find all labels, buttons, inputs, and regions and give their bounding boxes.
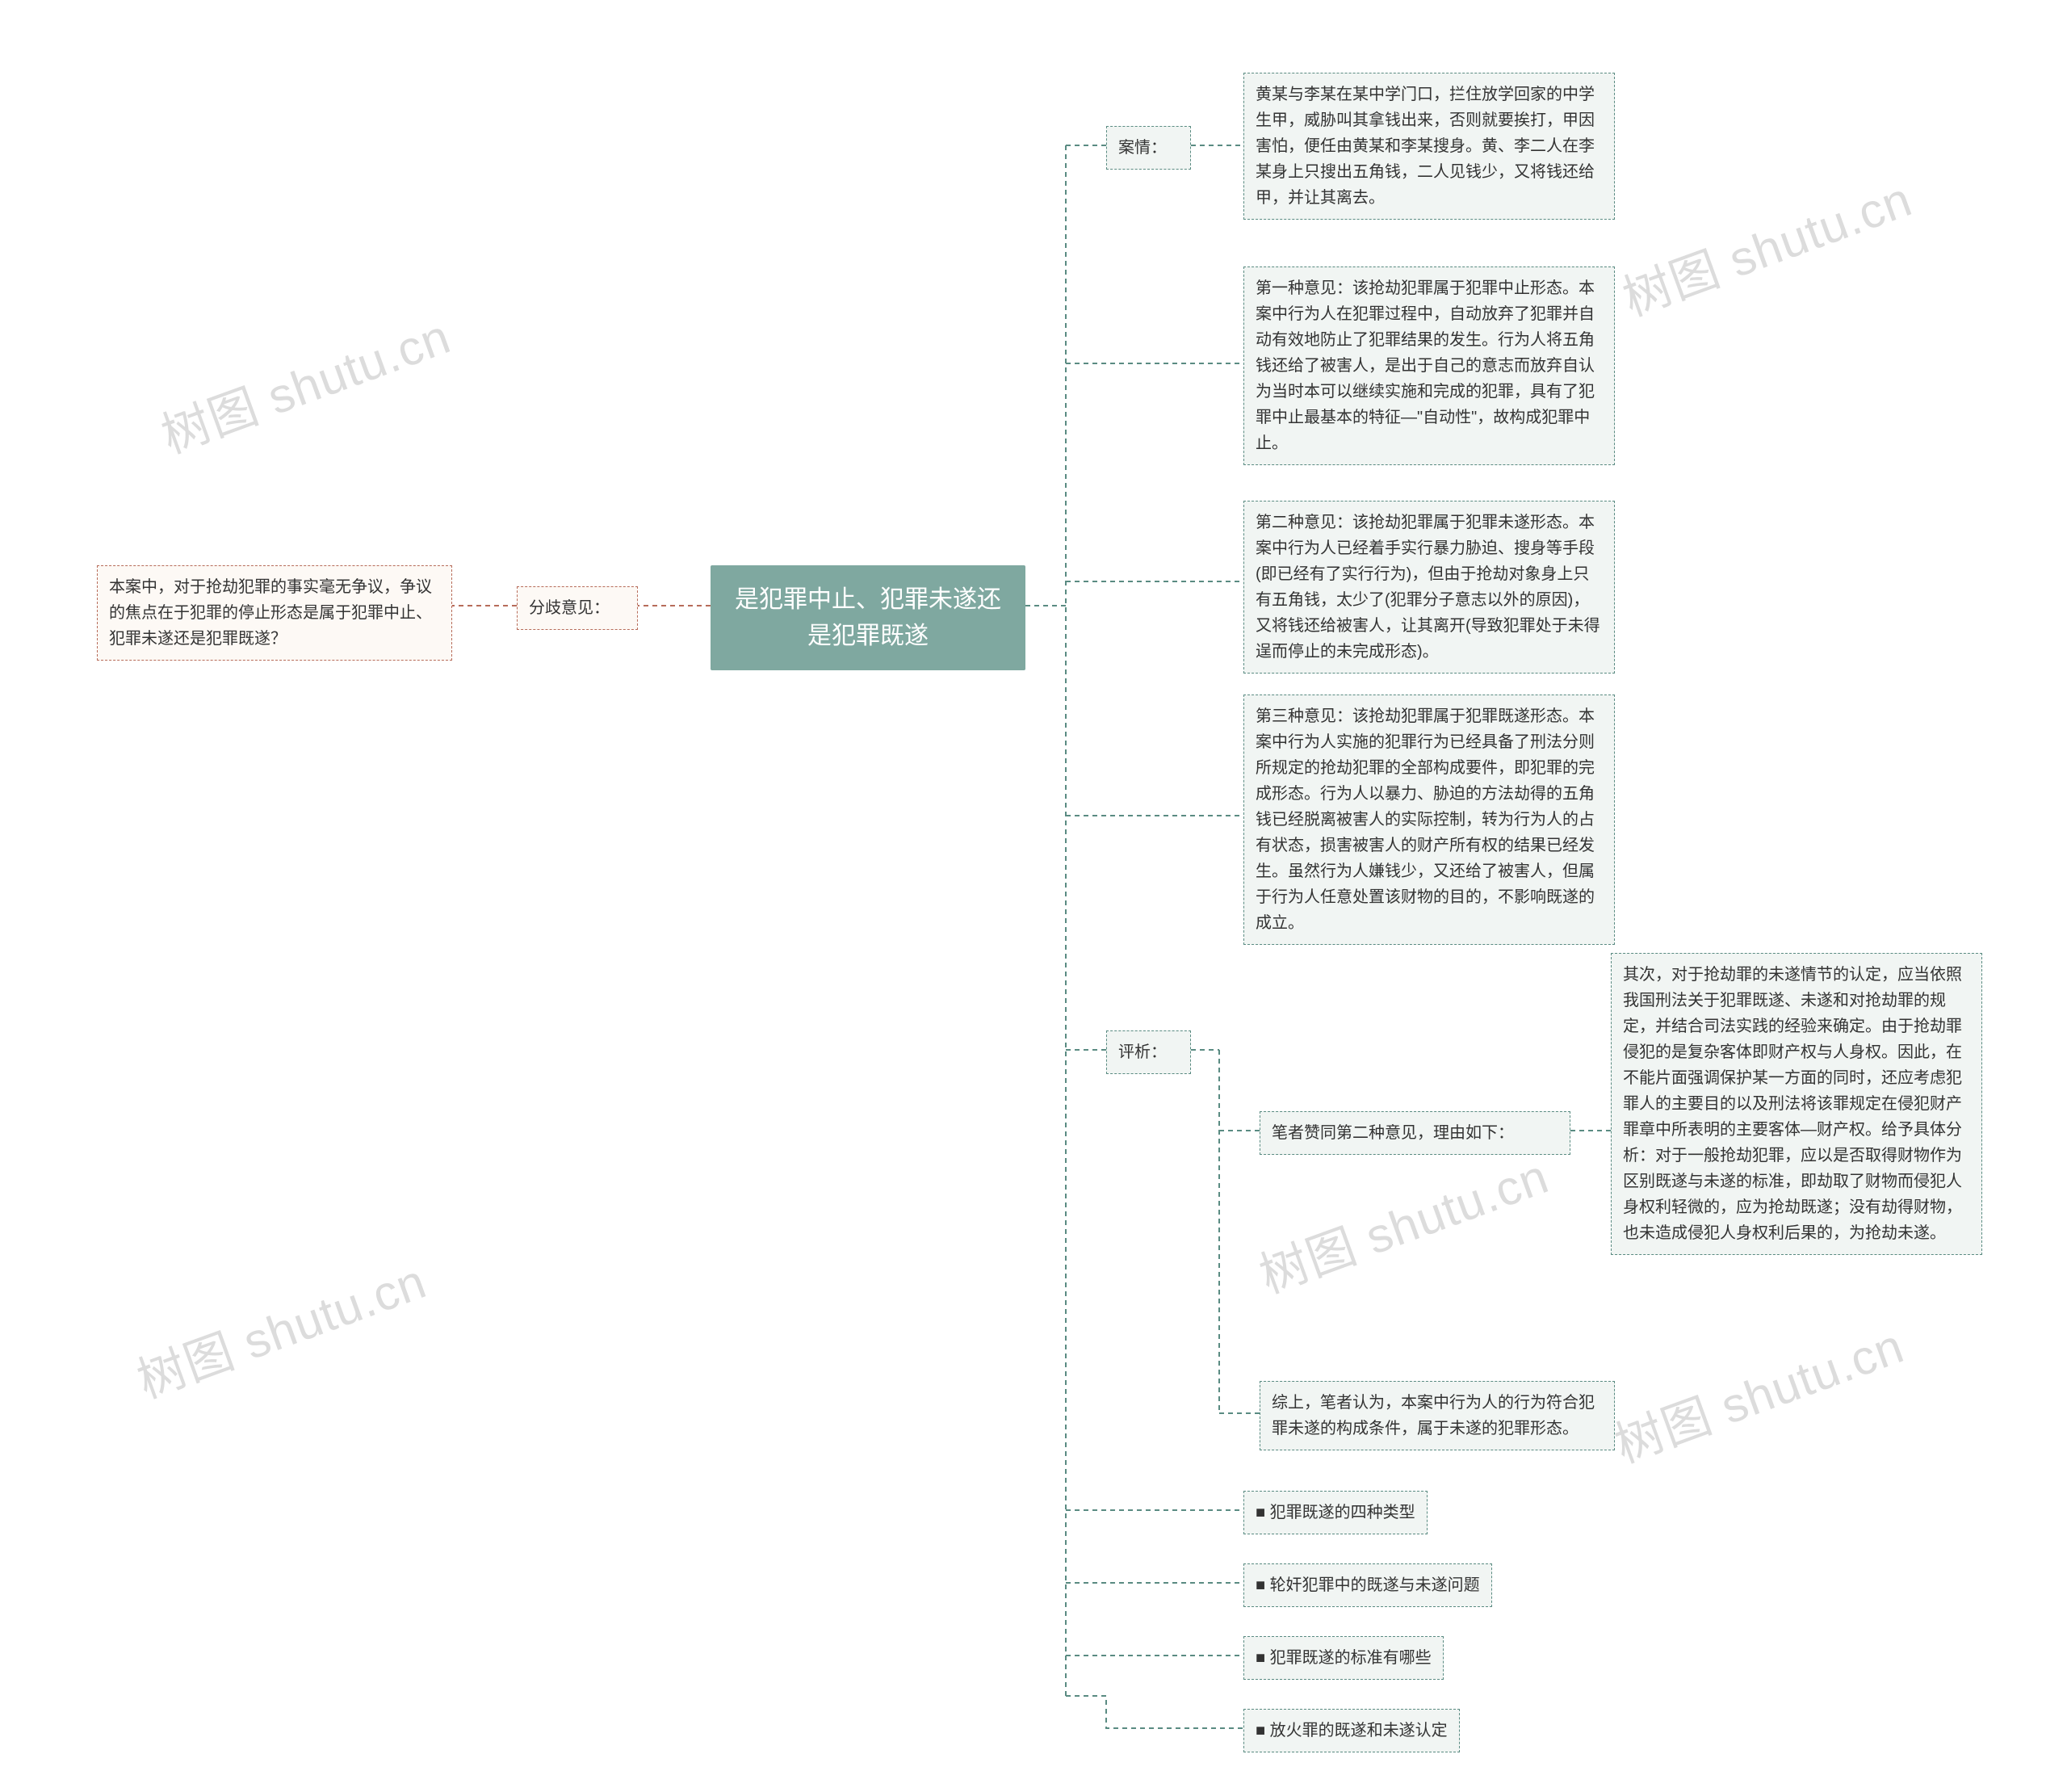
opinion3-text: 第三种意见：该抢劫犯罪属于犯罪既遂形态。本案中行为人实施的犯罪行为已经具备了刑法… (1256, 707, 1595, 932)
root-line2: 是犯罪既遂 (807, 623, 929, 649)
analysis-conclusion-node[interactable]: 综上，笔者认为，本案中行为人的行为符合犯罪未遂的构成条件，属于未遂的犯罪形态。 (1260, 1381, 1615, 1450)
divergence-label-node[interactable]: 分歧意见： (517, 586, 638, 630)
case-text-node[interactable]: 黄某与李某在某中学门口，拦住放学回家的中学生甲，威胁叫其拿钱出来，否则就要挨打，… (1243, 73, 1615, 220)
root-line1: 是犯罪中止、犯罪未遂还 (735, 586, 1001, 613)
link-text-2: 轮奸犯罪中的既遂与未遂问题 (1256, 1576, 1480, 1594)
mindmap-connectors (0, 0, 2067, 1792)
analysis-label-node[interactable]: 评析： (1106, 1030, 1191, 1074)
opinion2-text: 第二种意见：该抢劫犯罪属于犯罪未遂形态。本案中行为人已经着手实行暴力胁迫、搜身等… (1256, 514, 1600, 661)
root-node[interactable]: 是犯罪中止、犯罪未遂还 是犯罪既遂 (711, 565, 1025, 670)
analysis-conclusion-text: 综上，笔者认为，本案中行为人的行为符合犯罪未遂的构成条件，属于未遂的犯罪形态。 (1272, 1394, 1595, 1437)
watermark: 树图 shutu.cn (126, 1243, 434, 1412)
question-node[interactable]: 本案中，对于抢劫犯罪的事实毫无争议，争议的焦点在于犯罪的停止形态是属于犯罪中止、… (97, 565, 452, 661)
watermark: 树图 shutu.cn (150, 298, 459, 468)
question-text: 本案中，对于抢劫犯罪的事实毫无争议，争议的焦点在于犯罪的停止形态是属于犯罪中止、… (109, 578, 432, 648)
opinion1-node[interactable]: 第一种意见：该抢劫犯罪属于犯罪中止形态。本案中行为人在犯罪过程中，自动放弃了犯罪… (1243, 266, 1615, 465)
opinion2-node[interactable]: 第二种意见：该抢劫犯罪属于犯罪未遂形态。本案中行为人已经着手实行暴力胁迫、搜身等… (1243, 501, 1615, 674)
opinion3-node[interactable]: 第三种意见：该抢劫犯罪属于犯罪既遂形态。本案中行为人实施的犯罪行为已经具备了刑法… (1243, 695, 1615, 945)
opinion1-text: 第一种意见：该抢劫犯罪属于犯罪中止形态。本案中行为人在犯罪过程中，自动放弃了犯罪… (1256, 279, 1595, 452)
link-text-1: 犯罪既遂的四种类型 (1256, 1504, 1415, 1521)
link-node-1[interactable]: 犯罪既遂的四种类型 (1243, 1491, 1428, 1534)
watermark: 树图 shutu.cn (1612, 161, 1920, 330)
link-node-2[interactable]: 轮奸犯罪中的既遂与未遂问题 (1243, 1563, 1492, 1607)
analysis-agree-node[interactable]: 笔者赞同第二种意见，理由如下： (1260, 1111, 1570, 1155)
case-label-node[interactable]: 案情： (1106, 126, 1191, 170)
divergence-label: 分歧意见： (529, 599, 610, 617)
case-label: 案情： (1118, 139, 1167, 157)
link-text-3: 犯罪既遂的标准有哪些 (1256, 1649, 1432, 1667)
analysis-agree-text: 笔者赞同第二种意见，理由如下： (1272, 1124, 1514, 1142)
link-text-4: 放火罪的既遂和未遂认定 (1256, 1722, 1448, 1740)
analysis-reason-text: 其次，对于抢劫罪的未遂情节的认定，应当依照我国刑法关于犯罪既遂、未遂和对抢劫罪的… (1623, 966, 1962, 1242)
analysis-reason-node[interactable]: 其次，对于抢劫罪的未遂情节的认定，应当依照我国刑法关于犯罪既遂、未遂和对抢劫罪的… (1611, 953, 1982, 1255)
case-text: 黄某与李某在某中学门口，拦住放学回家的中学生甲，威胁叫其拿钱出来，否则就要挨打，… (1256, 86, 1595, 207)
link-node-3[interactable]: 犯罪既遂的标准有哪些 (1243, 1636, 1444, 1680)
link-node-4[interactable]: 放火罪的既遂和未遂认定 (1243, 1709, 1460, 1752)
watermark: 树图 shutu.cn (1604, 1307, 1912, 1477)
analysis-label: 评析： (1118, 1043, 1167, 1061)
watermark: 树图 shutu.cn (1248, 1138, 1557, 1307)
